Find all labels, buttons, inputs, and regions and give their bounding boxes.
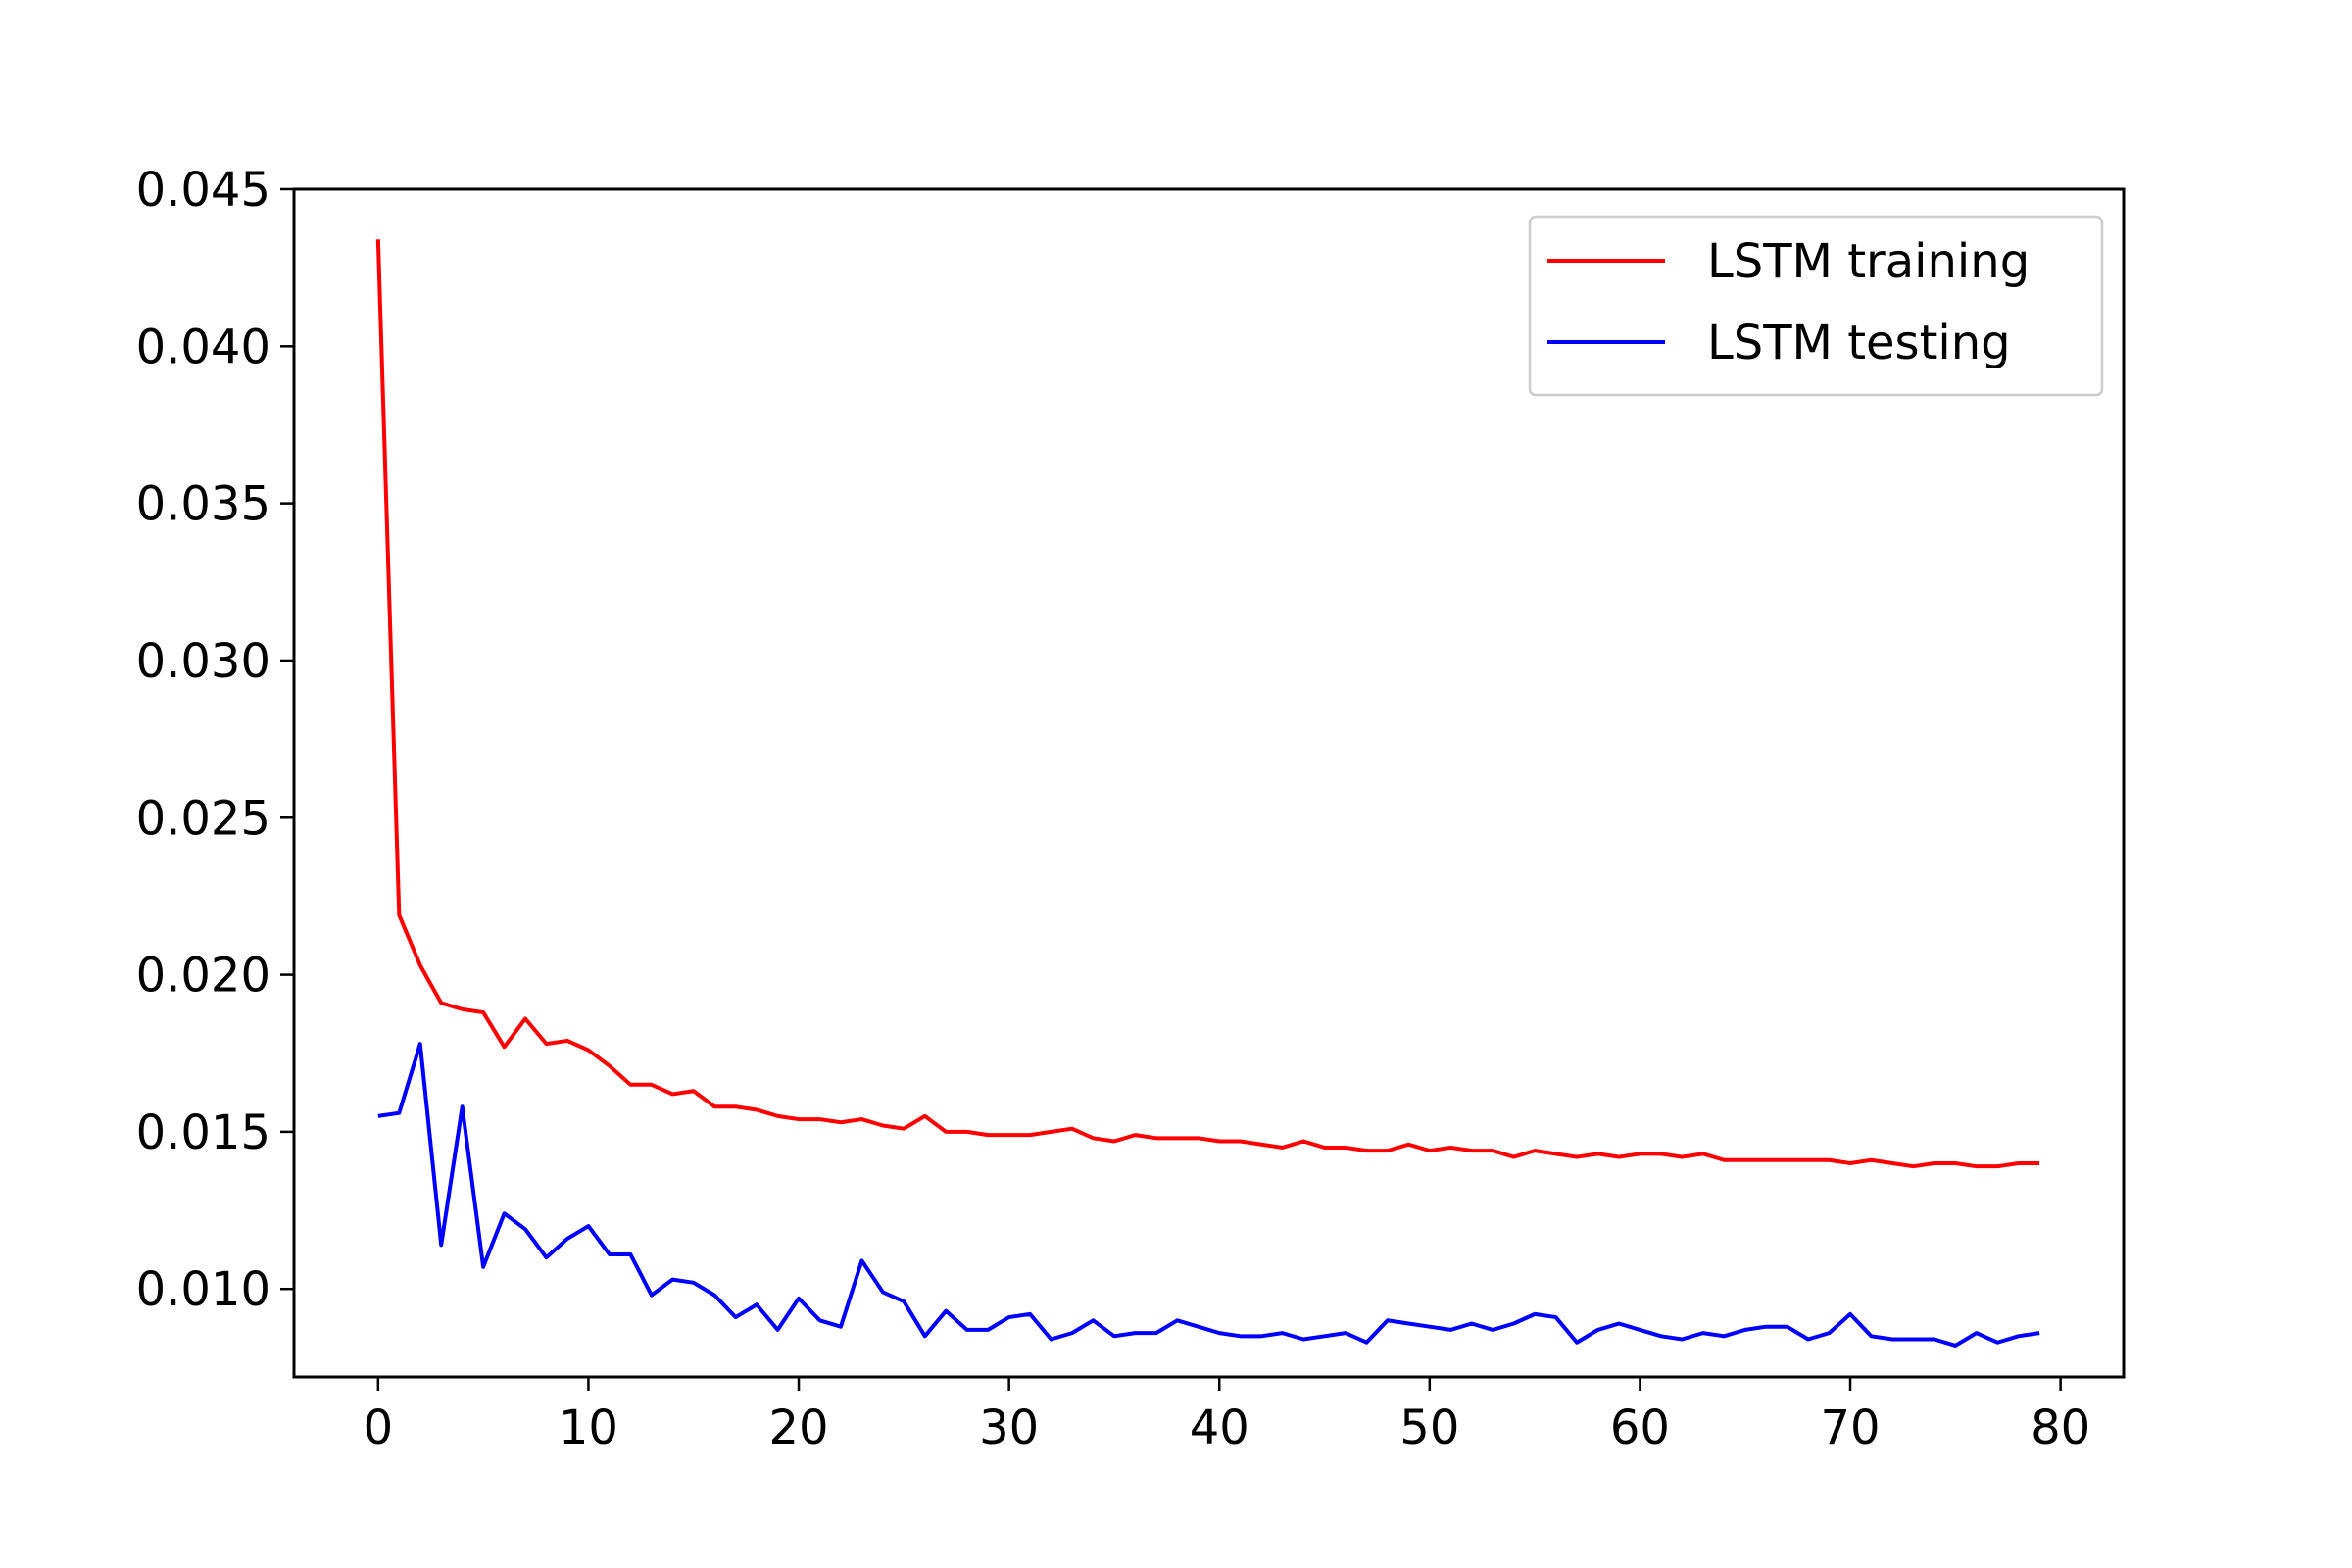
series-line-testing bbox=[377, 1042, 2040, 1348]
x-tick-label: 80 bbox=[2031, 1400, 2090, 1455]
x-tick-label: 0 bbox=[364, 1400, 394, 1455]
x-tick-label: 30 bbox=[979, 1400, 1039, 1455]
plot-frame bbox=[292, 187, 2126, 1379]
legend-label: LSTM testing bbox=[1707, 316, 2011, 370]
y-tick-label: 0.040 bbox=[136, 319, 270, 374]
y-tick-label: 0.030 bbox=[136, 634, 270, 689]
legend-box bbox=[1528, 215, 2104, 397]
y-tick-label: 0.020 bbox=[136, 949, 270, 1004]
x-tick-label: 40 bbox=[1190, 1400, 1250, 1455]
y-axis: 0.010 0.015 0.020 0.025 0.030 0.035 0.040 0.045 bbox=[136, 163, 294, 1317]
y-tick-label: 0.045 bbox=[136, 163, 270, 218]
x-axis: 0 10 20 30 40 50 60 70 80 bbox=[364, 1377, 2090, 1455]
series-layer bbox=[375, 239, 2040, 1348]
y-tick-label: 0.010 bbox=[136, 1262, 270, 1317]
y-tick-label: 0.035 bbox=[136, 477, 270, 532]
y-tick-label: 0.025 bbox=[136, 791, 270, 846]
series-line-training bbox=[375, 239, 2040, 1169]
legend-label: LSTM training bbox=[1707, 234, 2030, 289]
x-tick-label: 60 bbox=[1610, 1400, 1670, 1455]
x-tick-label: 20 bbox=[768, 1400, 828, 1455]
y-tick-label: 0.015 bbox=[136, 1105, 270, 1160]
x-tick-label: 70 bbox=[1820, 1400, 1880, 1455]
x-tick-label: 50 bbox=[1399, 1400, 1459, 1455]
x-tick-label: 10 bbox=[559, 1400, 618, 1455]
legend: LSTM training LSTM testing bbox=[1528, 215, 2104, 397]
